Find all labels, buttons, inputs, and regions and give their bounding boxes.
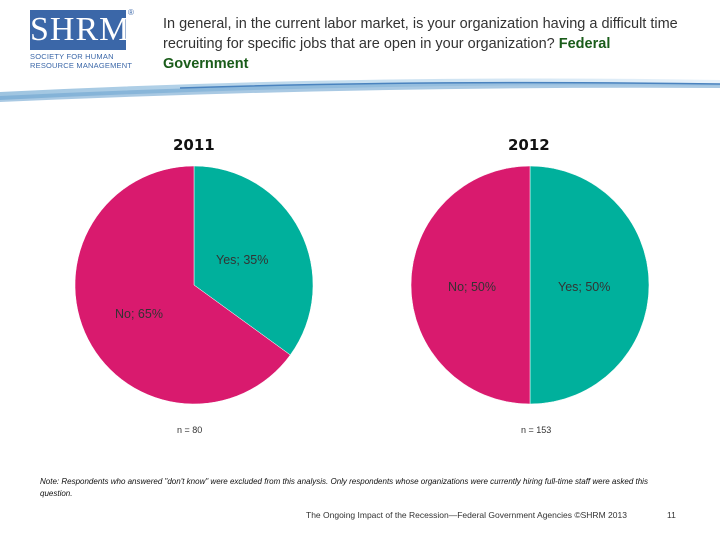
pie-slice-2011-no: [74, 165, 291, 405]
question-text: In general, in the current labor market,…: [163, 16, 678, 52]
pie-slice-2011-yes: [193, 165, 314, 356]
n-label-2012: n = 153: [521, 425, 552, 435]
slide-question: In general, in the current labor market,…: [163, 14, 683, 74]
logo-tagline: Society for Human Resource Management: [30, 52, 133, 70]
data-label-2012-no: No; 50%: [448, 280, 496, 294]
pie-slice-2012-no: [410, 165, 531, 405]
pie-slice-2012-yes: [529, 165, 650, 405]
question-emphasis: Federal Government: [163, 36, 611, 72]
page-number: 11: [667, 510, 676, 520]
chart-title-2012: 2012: [508, 136, 550, 154]
data-label-2012-yes: Yes; 50%: [558, 280, 610, 294]
footer-source: The Ongoing Impact of the Recession—Fede…: [306, 510, 627, 520]
n-label-2011: n = 80: [177, 425, 203, 435]
data-label-2011-no: No; 65%: [115, 307, 163, 321]
logo-mark: SHRM: [30, 10, 131, 50]
footnote: Note: Respondents who answered "don't kn…: [40, 477, 648, 498]
header-banner: [0, 78, 720, 102]
registered-mark: ®: [128, 8, 134, 17]
data-label-2011-yes: Yes; 35%: [216, 253, 268, 267]
chart-title-2011: 2011: [173, 136, 215, 154]
shrm-logo: SHRM ® Society for Human Resource Manage…: [30, 8, 136, 72]
